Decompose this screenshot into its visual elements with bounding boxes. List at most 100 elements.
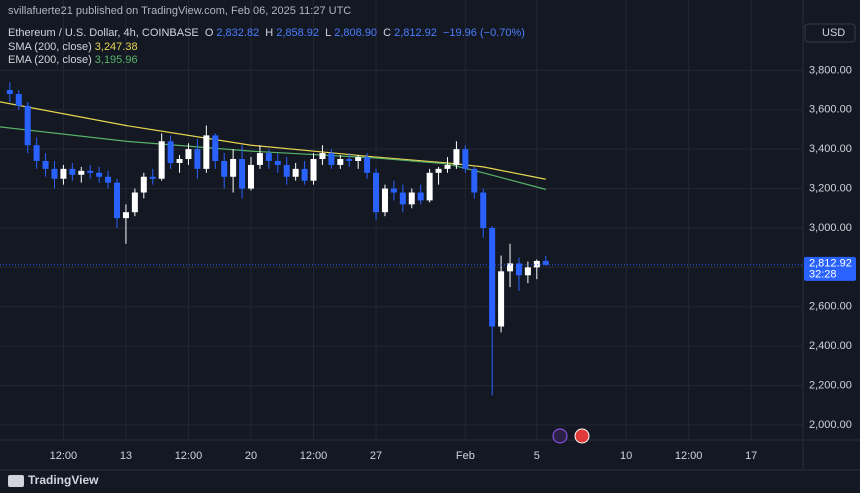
candle-body <box>355 157 362 161</box>
candle-body <box>78 170 85 175</box>
y-tick-label: 3,800.00 <box>809 64 852 76</box>
x-tick-label: 12:00 <box>175 450 203 462</box>
indicator-value: 3,247.38 <box>94 41 138 53</box>
ohlc-value: 2,808.90 <box>334 27 378 39</box>
candle-body <box>239 159 246 189</box>
x-tick-label: 12:00 <box>50 450 78 462</box>
indicator-line <box>0 126 546 190</box>
symbol-legend: Ethereum / U.S. Dollar, 4h, COINBASE O 2,… <box>8 27 528 39</box>
candle-body <box>131 192 138 213</box>
ohlc-key: C <box>383 27 392 39</box>
candle-body <box>283 164 290 177</box>
y-tick-label: 3,600.00 <box>809 104 852 116</box>
candle-body <box>301 168 308 181</box>
candle-body <box>453 149 460 165</box>
candle-body <box>185 149 192 160</box>
y-tick-label: 3,200.00 <box>809 182 852 194</box>
candle-body <box>203 135 210 169</box>
candle-body <box>194 149 201 169</box>
candle-body <box>426 172 433 201</box>
last-price-box <box>804 256 856 281</box>
y-tick-label: 3,000.00 <box>809 222 852 234</box>
candle-body <box>319 153 326 160</box>
indicator-line <box>0 101 546 180</box>
symbol: Ethereum / U.S. Dollar, 4h, COINBASE <box>8 27 199 39</box>
candle-body <box>524 267 531 276</box>
footer-logo <box>8 475 24 487</box>
candle-body <box>417 192 424 201</box>
event-icon[interactable] <box>574 428 590 444</box>
candle-body <box>515 263 522 276</box>
candle-body <box>24 105 31 146</box>
ohlc-value: 2,832.82 <box>216 27 260 39</box>
ohlc-key: H <box>265 27 274 39</box>
candle-body <box>364 157 371 173</box>
candle-body <box>498 271 505 327</box>
candle-body <box>265 153 272 161</box>
y-tick-label: 2,000.00 <box>809 419 852 431</box>
candle-body <box>489 227 496 327</box>
candle-body <box>256 153 263 165</box>
candle-body <box>69 168 76 175</box>
candle-body <box>230 159 237 177</box>
candle-body <box>471 168 478 193</box>
candle-body <box>337 159 344 165</box>
candle-body <box>6 90 13 94</box>
candle-body <box>140 176 147 193</box>
ohlc-change: −19.96 (−0.70%) <box>442 27 525 39</box>
candle-body <box>122 212 129 219</box>
last-price-label: 2,812.92 <box>809 258 852 270</box>
candle-body <box>221 160 228 177</box>
candle-body <box>158 141 165 179</box>
event-icon[interactable] <box>552 428 568 444</box>
x-tick-label: 17 <box>745 450 757 462</box>
x-tick-label: 13 <box>120 450 132 462</box>
candle-body <box>390 188 397 193</box>
candle-body <box>176 159 183 163</box>
candle-body <box>408 192 415 205</box>
published-line: svillafuerte21 published on TradingView.… <box>8 5 352 17</box>
ohlc-key: L <box>325 27 332 39</box>
candle-body <box>542 260 549 265</box>
x-tick-label: 12:00 <box>300 450 328 462</box>
candle-body <box>212 135 219 161</box>
candle-body <box>105 176 112 183</box>
indicator-name: SMA (200, close) <box>8 41 92 53</box>
candle-body <box>373 172 380 213</box>
y-tick-label: 2,200.00 <box>809 380 852 392</box>
ohlc-key: O <box>204 27 214 39</box>
indicator-name: EMA (200, close) <box>8 54 92 66</box>
candle-body <box>87 170 94 173</box>
candle-body <box>310 159 317 181</box>
ohlc-value: 2,812.92 <box>394 27 437 39</box>
currency: USD <box>822 27 845 39</box>
candle-body <box>346 159 353 161</box>
candle-body <box>114 182 121 219</box>
candle-body <box>480 192 487 228</box>
ohlc-value: 2,858.92 <box>276 27 320 39</box>
indicator-legend: EMA (200, close) 3,195.96 <box>8 54 141 66</box>
candle-body <box>51 168 58 179</box>
candle-body <box>435 168 442 173</box>
candle-body <box>15 93 22 106</box>
candle-body <box>42 160 49 169</box>
x-tick-label: 12:00 <box>675 450 703 462</box>
y-tick-label: 2,600.00 <box>809 301 852 313</box>
candle-body <box>533 260 540 268</box>
candle-body <box>462 149 469 169</box>
x-tick-label: 27 <box>370 450 382 462</box>
candle-body <box>167 141 174 163</box>
indicator-value: 3,195.96 <box>94 54 138 66</box>
candle-body <box>274 160 281 165</box>
candle-body <box>33 145 40 161</box>
currency-box[interactable] <box>804 23 856 43</box>
candle-body <box>247 164 254 189</box>
countdown: 32:28 <box>809 269 837 281</box>
y-tick-label: 2,400.00 <box>809 340 852 352</box>
x-tick-label: 10 <box>620 450 632 462</box>
candle-body <box>60 168 67 179</box>
indicator-legend: SMA (200, close) 3,247.38 <box>8 41 141 53</box>
candle-body <box>96 172 103 177</box>
